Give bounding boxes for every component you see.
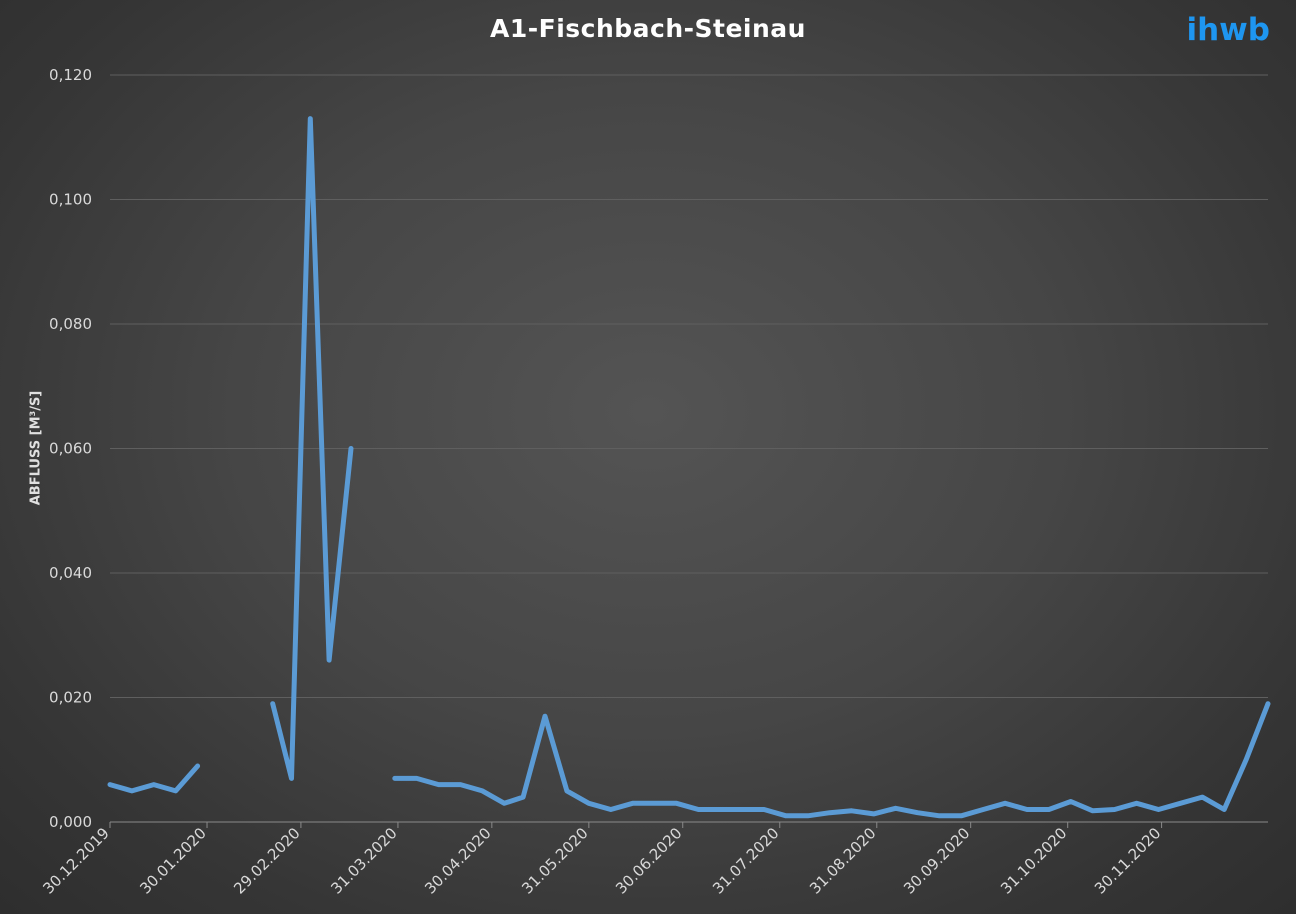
x-tick-label: 29.02.2020 (230, 824, 303, 897)
x-tick-label: 31.08.2020 (806, 824, 879, 897)
chart-title: A1-Fischbach-Steinau (490, 14, 806, 43)
series-segment (270, 116, 354, 781)
x-tick-label: 30.09.2020 (900, 824, 973, 897)
y-tick-label: 0,080 (49, 315, 92, 333)
gridlines (110, 74, 1268, 698)
y-tick-label: 0,120 (49, 66, 92, 84)
y-axis-ticks: 0,000 0,020 0,040 0,060 0,080 0,100 0,120 (49, 66, 92, 831)
y-tick-label: 0,020 (49, 689, 92, 707)
x-tick-label: 30.06.2020 (612, 824, 685, 897)
x-tick-label: 31.05.2020 (518, 824, 591, 897)
series-line (107, 116, 1271, 819)
series-segment (107, 763, 201, 794)
x-tick-label: 30.04.2020 (421, 824, 494, 897)
x-axis (109, 821, 1268, 828)
x-tick-label: 31.10.2020 (997, 824, 1070, 897)
x-tick-label: 31.03.2020 (327, 824, 400, 897)
x-tick-label: 30.12.2019 (39, 824, 112, 897)
y-tick-label: 0,000 (49, 813, 92, 831)
brand-logo: ihwb (1186, 12, 1270, 48)
y-tick-label: 0,040 (49, 564, 92, 582)
y-tick-label: 0,100 (49, 191, 92, 209)
x-tick-label: 31.07.2020 (709, 824, 782, 897)
x-tick-label: 30.11.2020 (1091, 824, 1164, 897)
x-tick-label: 30.01.2020 (136, 824, 209, 897)
series-segment (392, 701, 1271, 819)
x-axis-ticks: 30.12.2019 30.01.2020 29.02.2020 31.03.2020… (39, 824, 1164, 897)
y-tick-label: 0,060 (49, 440, 92, 458)
